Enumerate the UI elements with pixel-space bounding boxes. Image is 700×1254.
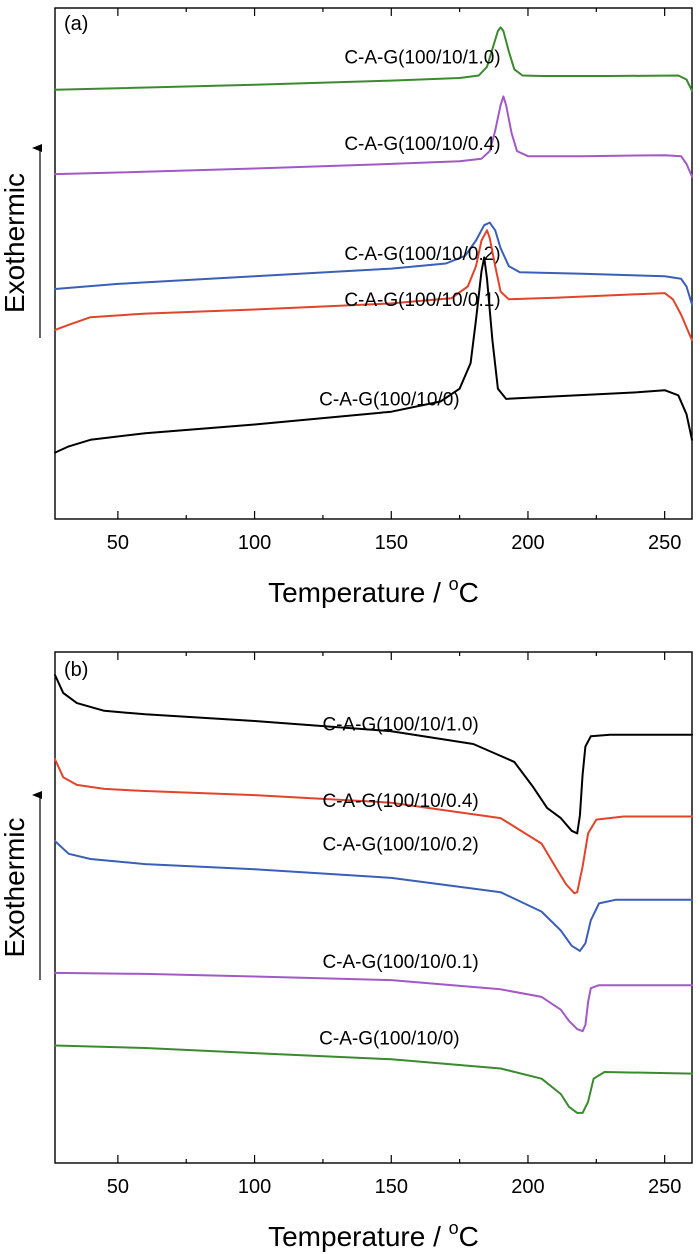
plot-frame bbox=[54, 651, 693, 1164]
series-line-4 bbox=[54, 256, 693, 454]
plot-frame bbox=[54, 7, 693, 520]
series-line-0 bbox=[54, 674, 693, 835]
series-line-4 bbox=[54, 1044, 693, 1114]
series-line-1 bbox=[54, 95, 693, 178]
series-line-3 bbox=[54, 971, 693, 1033]
series-line-3 bbox=[54, 229, 693, 342]
panel-b: (b) 50 100 150 200 250 Temperature / oC Exother… bbox=[0, 651, 693, 1252]
series-label-3: C-A-G(100/10/0.1) bbox=[344, 290, 500, 311]
series-label-1: C-A-G(100/10/0.4) bbox=[322, 791, 478, 812]
series-line-2 bbox=[54, 840, 693, 952]
panel-label: (b) bbox=[64, 659, 88, 681]
x-tick-label: 200 bbox=[511, 1176, 544, 1198]
x-tick-label: 150 bbox=[375, 532, 408, 554]
x-tick-label: 50 bbox=[107, 1176, 129, 1198]
x-tick-label: 100 bbox=[238, 532, 271, 554]
series-label-3: C-A-G(100/10/0.1) bbox=[322, 952, 478, 973]
series-label-0: C-A-G(100/10/1.0) bbox=[344, 47, 500, 68]
series-label-2: C-A-G(100/10/0.2) bbox=[322, 834, 478, 855]
panel-a: (a) 50 100 150 200 250 Temperature / oC Exother… bbox=[0, 7, 693, 608]
x-axis-label: Temperature / oC bbox=[268, 1218, 479, 1252]
y-axis-label: Exothermic bbox=[0, 173, 30, 313]
series-label-2: C-A-G(100/10/0.2) bbox=[344, 244, 500, 265]
x-tick-label: 250 bbox=[648, 1176, 681, 1198]
series-label-4: C-A-G(100/10/0) bbox=[319, 390, 459, 411]
x-tick-label: 100 bbox=[238, 1176, 271, 1198]
x-axis-label: Temperature / oC bbox=[268, 574, 479, 608]
series-label-4: C-A-G(100/10/0) bbox=[319, 1029, 459, 1050]
series-label-1: C-A-G(100/10/0.4) bbox=[344, 134, 500, 155]
series-label-0: C-A-G(100/10/1.0) bbox=[322, 714, 478, 735]
panel-label: (a) bbox=[64, 13, 88, 35]
x-tick-label: 200 bbox=[511, 532, 544, 554]
x-tick-label: 150 bbox=[375, 1176, 408, 1198]
x-tick-label: 50 bbox=[107, 532, 129, 554]
series-line-1 bbox=[54, 758, 693, 895]
series-line-0 bbox=[54, 26, 693, 92]
series-line-2 bbox=[54, 221, 693, 306]
x-tick-label: 250 bbox=[648, 532, 681, 554]
y-axis-label: Exothermic bbox=[0, 817, 30, 957]
